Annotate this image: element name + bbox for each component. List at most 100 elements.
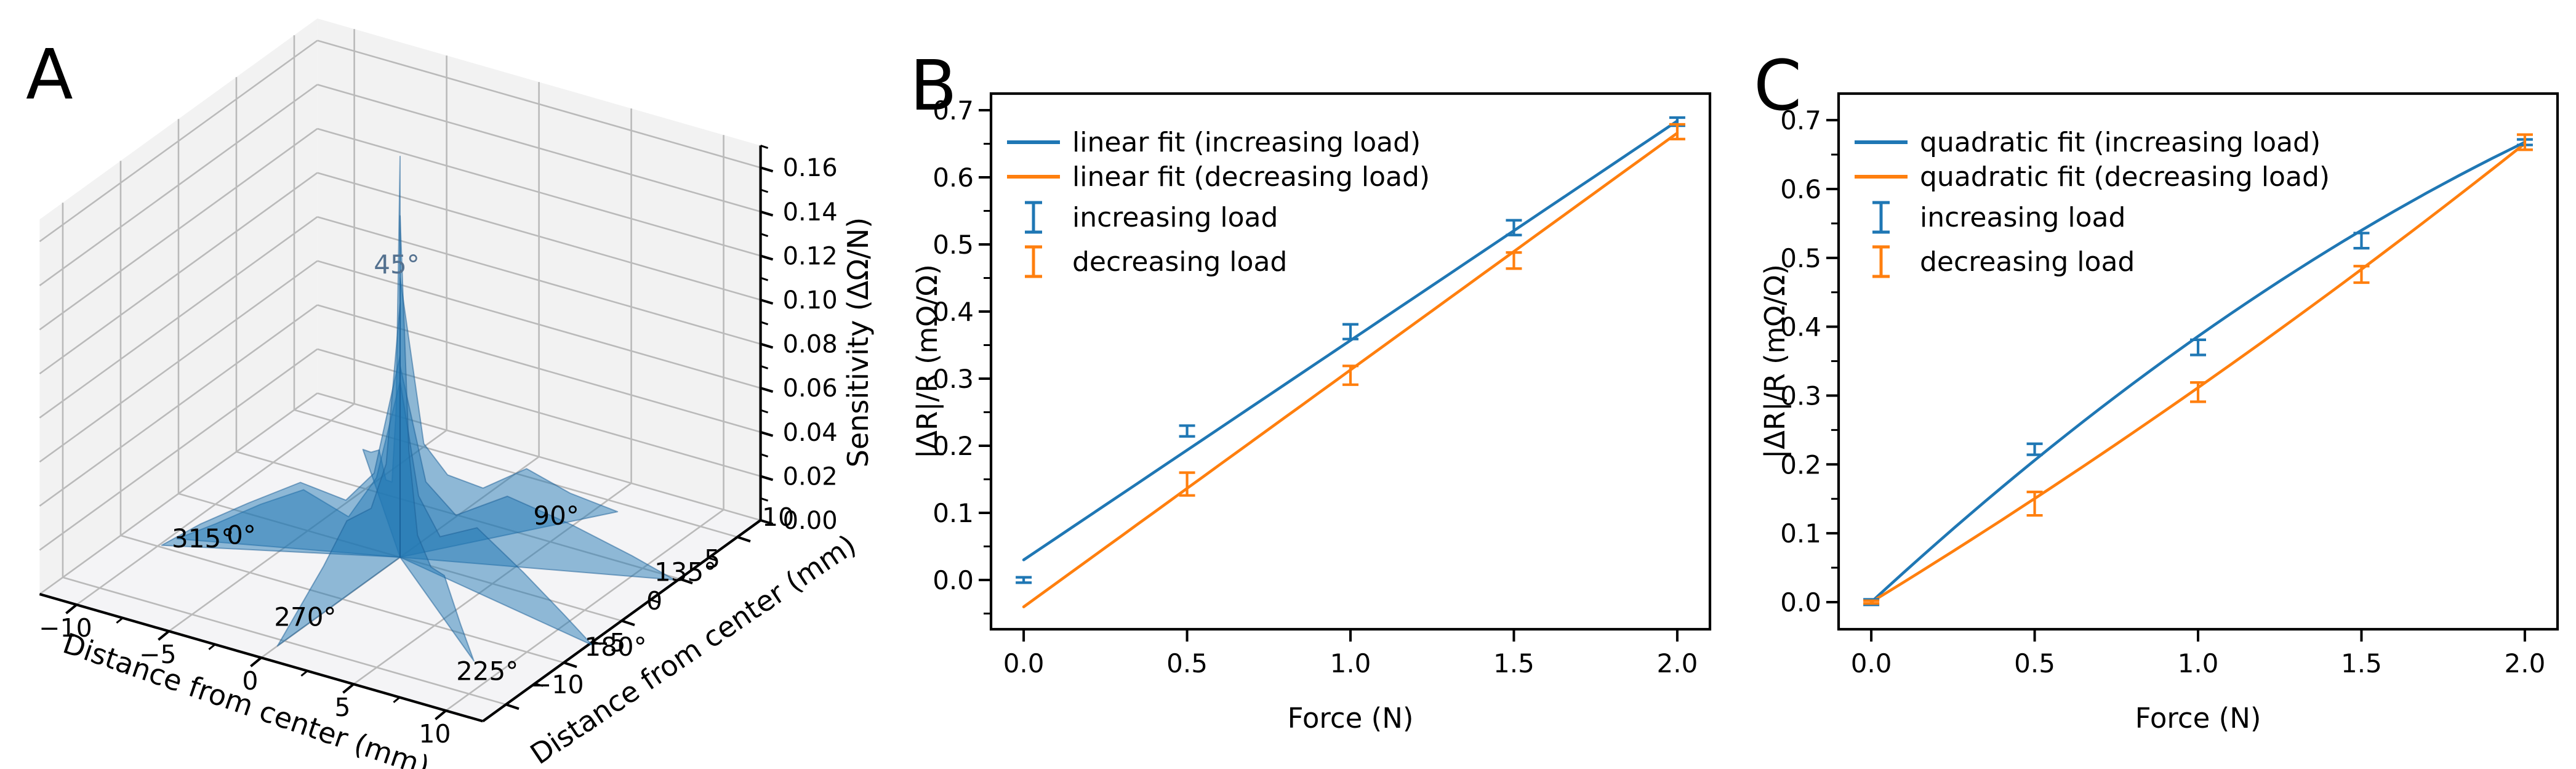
- y-tick-label: 0.4: [1780, 312, 1821, 342]
- x-tick-label: 2.0: [1657, 648, 1698, 678]
- z-tick-label: 0.02: [783, 462, 838, 491]
- x-minor-tick: [300, 670, 308, 677]
- z-minor-tick: [760, 364, 769, 369]
- y-tick: [505, 703, 520, 711]
- y-tick-label: 0.7: [1780, 105, 1821, 135]
- y-tick-label: 0.2: [1780, 449, 1821, 480]
- grid-line: [317, 392, 761, 521]
- grid-line: [236, 451, 680, 580]
- z-tick: [760, 342, 774, 349]
- x-tick-label: 2.0: [2505, 648, 2546, 678]
- y-minor-tick: [592, 640, 601, 645]
- z-tick: [760, 166, 774, 173]
- grid-line: [39, 216, 318, 419]
- grid-line: [317, 127, 761, 257]
- angle-label-225: 225°: [456, 656, 518, 686]
- y-tick-label: 0.3: [1780, 380, 1821, 411]
- grid-line: [39, 260, 318, 463]
- x-minor-tick: [393, 696, 401, 703]
- z-tick-label: 0.10: [783, 286, 838, 315]
- fit-line-increasing: [1022, 119, 1679, 562]
- legend-label: linear fit (increasing load): [1072, 127, 1421, 158]
- y-tick-label: 0.1: [933, 498, 974, 528]
- z-minor-tick: [760, 144, 769, 149]
- x-tick-label: 0.5: [1166, 648, 1208, 678]
- z-tick-label: 0.16: [783, 154, 838, 182]
- y-tick-label: 0.5: [1780, 243, 1821, 273]
- z-tick-label: 0.06: [783, 374, 838, 403]
- panel-label-c: C: [1754, 46, 1802, 126]
- y-minor-tick: [708, 557, 717, 562]
- panel-label-b: B: [910, 46, 957, 126]
- grid-line: [317, 260, 761, 389]
- x-tick-label: 0.5: [2014, 648, 2055, 678]
- y-tick-label: 0.6: [933, 163, 974, 193]
- z-tick: [760, 254, 774, 261]
- sensitivity-blade-90: [399, 277, 619, 558]
- panel-c-quadratic-fit-plot: 0.0 0.5 1.0 1.5 2.0 0.0 0.1 0.2 0.3 0.4 0.5 0.6 0.7 F…: [1759, 92, 2559, 735]
- y-tick-label: 0.4: [933, 297, 974, 327]
- x-tick: [342, 683, 355, 694]
- z-tick-label: 0.00: [783, 507, 838, 535]
- x-tick-label: 1.0: [2178, 648, 2219, 678]
- x-tick-label: 5: [334, 693, 350, 722]
- grid-line: [39, 348, 318, 551]
- z-tick-label: 0.12: [783, 242, 838, 270]
- sensitivity-blade-0: [176, 380, 401, 558]
- y-tick-label: 10: [762, 502, 794, 532]
- z-minor-tick: [760, 276, 769, 281]
- y-tick-label: 0.0: [933, 565, 974, 595]
- x-minor-tick: [208, 643, 216, 650]
- y-axis-title: |ΔR|/R (mΩ/Ω): [1759, 264, 1791, 459]
- sensitivity-blade-270: [276, 303, 401, 647]
- angle-label-180: 180°: [584, 632, 646, 662]
- x-tick-label: 0.0: [1003, 648, 1045, 678]
- legend-label: decreasing load: [1920, 246, 2135, 278]
- z-tick: [760, 519, 774, 525]
- y-tick: [679, 578, 693, 585]
- x-axis-title: Force (N): [2135, 702, 2261, 735]
- panel-b-linear-fit-plot: 0.0 0.5 1.0 1.5 2.0 0.0 0.1 0.2 0.3 0.4 0.5 0.6 0.7 F…: [911, 92, 1712, 735]
- x-tick-label: 1.0: [1330, 648, 1371, 678]
- y-tick-label: 0.5: [933, 230, 974, 260]
- grid-line: [317, 84, 761, 213]
- grid-line: [39, 392, 318, 595]
- z-tick: [760, 430, 774, 437]
- sensitivity-blade-315: [161, 355, 401, 558]
- x-tick: [250, 656, 262, 667]
- z-minor-tick: [760, 497, 769, 502]
- angle-label-270: 270°: [274, 602, 336, 632]
- grid-line: [317, 348, 761, 477]
- x-minor-tick: [116, 617, 124, 624]
- x-tick-label: −10: [39, 613, 92, 643]
- y-tick: [621, 619, 635, 627]
- x-tick: [435, 709, 447, 720]
- x-tick-label: −5: [139, 640, 176, 669]
- y-tick: [737, 536, 751, 543]
- grid-line: [39, 127, 318, 331]
- grid-line: [39, 84, 318, 286]
- x-tick-label: 1.5: [2341, 648, 2382, 678]
- legend-label: quadratic fit (increasing load): [1920, 127, 2321, 158]
- x-axis-title: Force (N): [1288, 702, 1414, 735]
- grid-line: [39, 304, 318, 507]
- y-minor-tick: [650, 598, 659, 603]
- x-tick-label: 10: [419, 719, 451, 749]
- grid-line: [39, 172, 318, 375]
- z-tick: [760, 475, 774, 481]
- z-minor-tick: [760, 409, 769, 414]
- angle-label-45: 45°: [374, 249, 419, 280]
- y-tick-label: 0.7: [933, 95, 974, 126]
- panel-label-a: A: [26, 35, 73, 115]
- x-tick-label: 0: [242, 666, 258, 696]
- y-tick-label: 0.6: [1780, 174, 1821, 204]
- grid-line: [317, 172, 761, 301]
- panel-a-3d-sensitivity-plot: −10−50510−10−505100.000.020.040.060.080.…: [39, 18, 875, 769]
- legend-label: decreasing load: [1072, 246, 1287, 278]
- y-tick-label: 0.2: [933, 431, 974, 461]
- x-axis-line: [39, 592, 483, 723]
- sensitivity-blade-45: [362, 156, 401, 558]
- sensitivity-blade-225: [399, 215, 475, 662]
- z-minor-tick: [760, 453, 769, 458]
